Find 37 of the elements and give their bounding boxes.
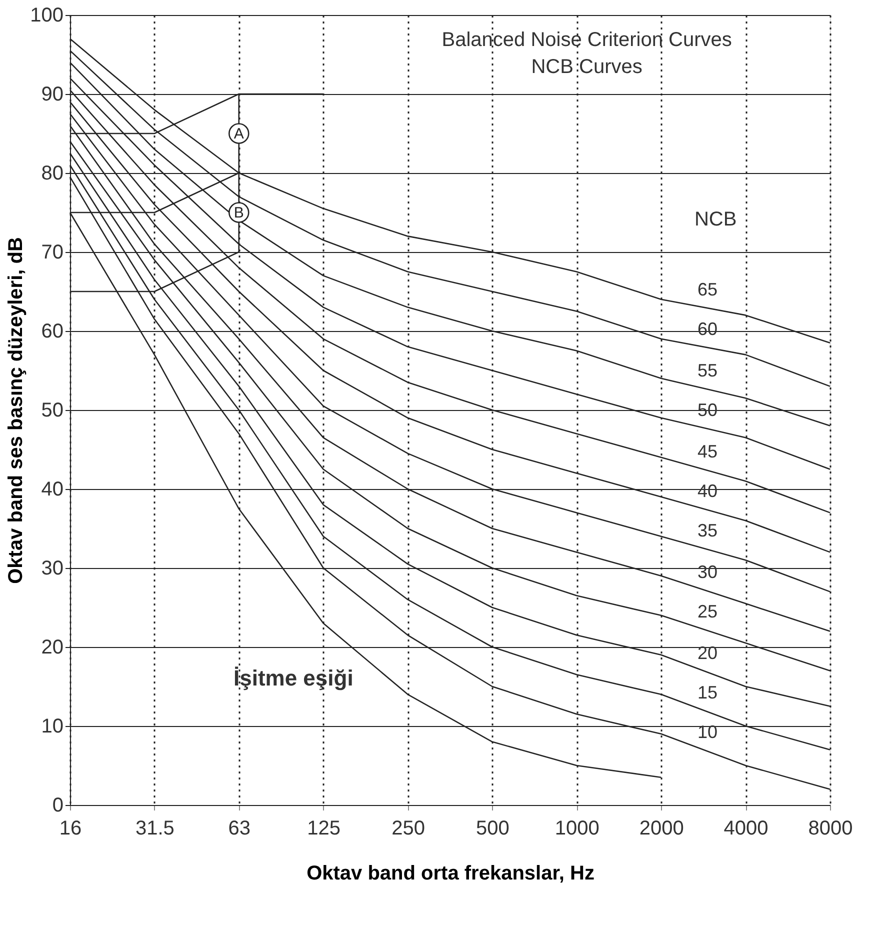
x-tick-label: 8000 <box>808 818 853 840</box>
x-tick-label: 125 <box>307 818 341 840</box>
y-tick-label: 20 <box>41 636 64 658</box>
y-tick-label: 90 <box>41 84 64 106</box>
x-tick-label: 63 <box>228 818 251 840</box>
x-tick-label: 16 <box>59 818 82 840</box>
y-axis-title: Oktav band ses basınç düzeyleri, dB <box>5 237 28 584</box>
series-label: 15 <box>698 682 718 703</box>
y-tick-label: 10 <box>41 716 64 738</box>
x-tick-label: 4000 <box>724 818 768 840</box>
series-label: 65 <box>698 280 718 300</box>
y-tick-label: 50 <box>41 400 64 422</box>
text: NCB Curves <box>531 56 642 78</box>
x-tick-label: 2000 <box>639 818 684 840</box>
y-tick-label: 40 <box>41 478 64 500</box>
x-tick-label: 250 <box>392 818 425 840</box>
series-label: 35 <box>698 520 718 541</box>
y-tick-label: 60 <box>41 320 64 342</box>
x-tick-label: 1000 <box>554 818 600 840</box>
series-label: 20 <box>698 643 718 664</box>
series-label: 55 <box>698 360 718 381</box>
y-tick-label: 70 <box>41 242 64 264</box>
series-label: İşitme eşiği <box>233 666 354 691</box>
y-tick-label: 80 <box>41 162 64 184</box>
annotation: B <box>234 204 244 222</box>
y-tick-label: 100 <box>30 4 64 26</box>
legend-title: NCB <box>694 208 737 231</box>
x-tick-label: 500 <box>476 818 510 840</box>
x-axis-title: Oktav band orta frekanslar, Hz <box>306 862 594 884</box>
series-label: 25 <box>698 602 718 622</box>
annotation: A <box>234 126 244 142</box>
y-tick-label: 30 <box>41 558 64 580</box>
series-label: 45 <box>698 442 718 462</box>
x-tick-label: 31.5 <box>135 818 174 840</box>
text: Balanced Noise Criterion Curves <box>442 29 732 51</box>
series-label: 10 <box>698 722 718 742</box>
y-tick-label: 0 <box>52 794 64 816</box>
